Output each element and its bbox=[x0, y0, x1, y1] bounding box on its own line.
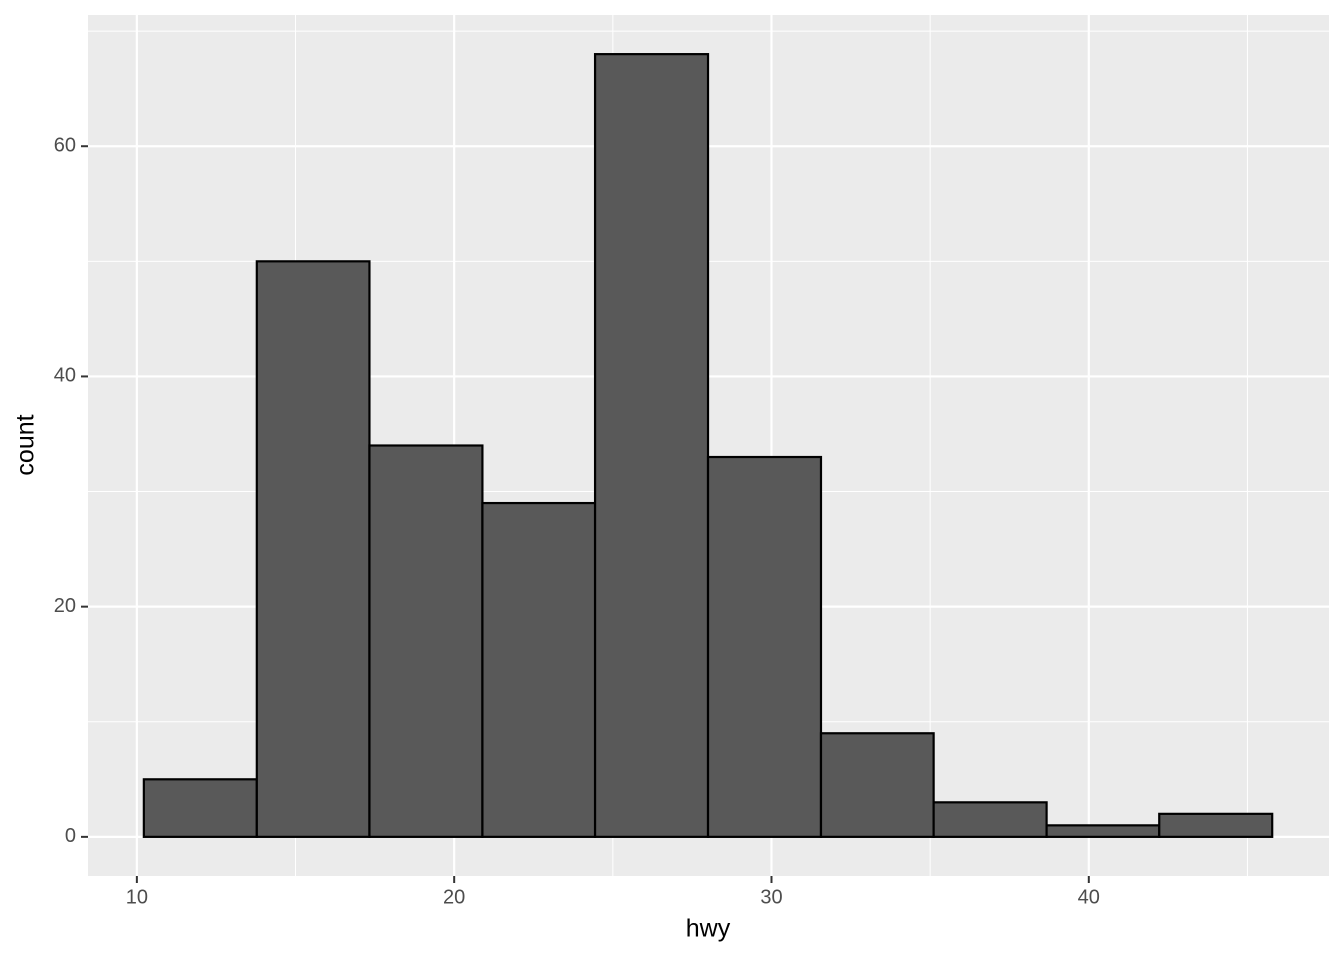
bar bbox=[819, 732, 935, 838]
bar bbox=[368, 444, 484, 838]
bar bbox=[706, 455, 823, 838]
x-tick-label: 10 bbox=[126, 886, 148, 908]
bar bbox=[593, 53, 710, 838]
bar bbox=[255, 260, 371, 838]
y-tick-label: 0 bbox=[65, 825, 76, 847]
y-axis-title: count bbox=[12, 414, 40, 475]
bar bbox=[142, 778, 258, 838]
y-tick-label: 20 bbox=[54, 595, 76, 617]
bar bbox=[1158, 812, 1274, 838]
bar bbox=[932, 801, 1048, 838]
x-axis-title: hwy bbox=[686, 915, 731, 943]
y-tick-label: 40 bbox=[54, 365, 76, 387]
bar bbox=[481, 501, 597, 838]
bar bbox=[1045, 824, 1161, 838]
x-tick-label: 40 bbox=[1078, 886, 1100, 908]
x-tick-label: 30 bbox=[760, 886, 782, 908]
y-tick-label: 60 bbox=[54, 135, 76, 157]
x-tick-label: 20 bbox=[443, 886, 465, 908]
